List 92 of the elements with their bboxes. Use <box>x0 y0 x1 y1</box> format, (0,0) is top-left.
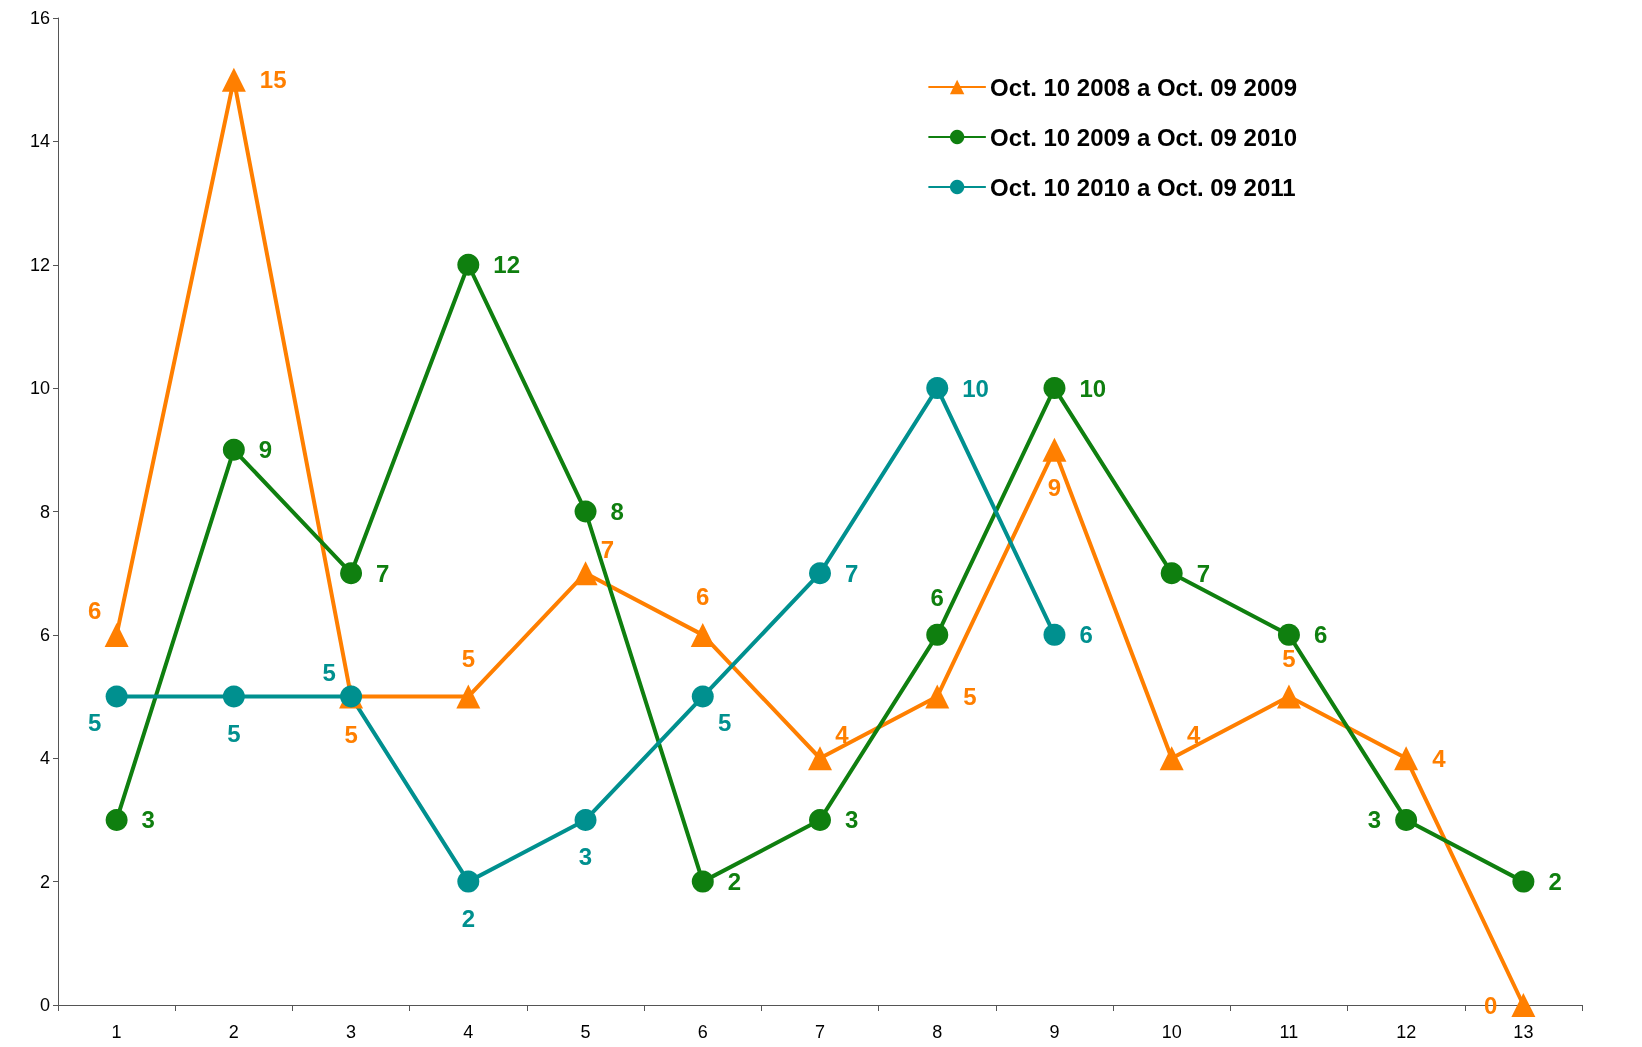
point <box>1159 746 1184 771</box>
point <box>926 623 949 646</box>
data-label: 10 <box>962 374 989 402</box>
point <box>573 561 598 586</box>
data-label: 7 <box>600 535 615 563</box>
point <box>222 685 245 708</box>
data-label: 3 <box>845 806 859 834</box>
data-label: 9 <box>1047 474 1062 502</box>
point <box>105 685 128 708</box>
data-label: 6 <box>87 597 102 625</box>
data-label: 3 <box>1367 806 1382 834</box>
x-tick-label: 3 <box>346 1022 357 1042</box>
x-tick-label: 7 <box>814 1022 826 1042</box>
data-label: 8 <box>610 498 624 525</box>
point <box>1043 377 1066 400</box>
data-label: 2 <box>461 905 475 933</box>
data-label: 3 <box>141 806 155 834</box>
point <box>808 746 832 771</box>
point <box>809 808 831 831</box>
y-tick-label: 0 <box>39 995 50 1015</box>
point <box>1043 623 1066 646</box>
point <box>690 622 715 647</box>
point <box>456 684 481 709</box>
data-label: 5 <box>963 683 977 711</box>
data-label: 5 <box>1282 645 1296 673</box>
point <box>221 67 246 92</box>
y-tick-label: 4 <box>39 748 50 769</box>
data-label: 9 <box>258 436 273 464</box>
point <box>1512 870 1535 893</box>
data-label: 6 <box>1079 621 1093 649</box>
x-tick-label: 13 <box>1513 1022 1534 1042</box>
point <box>1394 746 1419 771</box>
data-label: 6 <box>930 584 944 612</box>
data-label: 4 <box>1187 720 1202 748</box>
point <box>1277 623 1300 646</box>
x-tick-label: 5 <box>580 1022 591 1042</box>
point <box>691 685 714 708</box>
x-tick-label: 11 <box>1279 1022 1299 1042</box>
point <box>457 253 480 276</box>
data-label: 5 <box>344 721 358 749</box>
data-label: 2 <box>1548 868 1562 896</box>
point <box>809 562 831 585</box>
point <box>457 870 480 893</box>
y-tick-label: 12 <box>29 254 50 275</box>
point <box>340 562 363 585</box>
point <box>925 684 950 709</box>
point <box>222 438 245 461</box>
data-label: 5 <box>227 720 241 748</box>
point <box>691 870 714 893</box>
data-label: 12 <box>493 251 521 279</box>
data-label: 7 <box>376 559 390 587</box>
x-tick-label: 12 <box>1396 1022 1417 1042</box>
point <box>1042 437 1067 462</box>
legend-label: Oct. 10 2009 a Oct. 09 2010 <box>990 123 1298 151</box>
data-label: 15 <box>259 66 287 94</box>
data-label: 6 <box>1313 621 1328 649</box>
data-label: 10 <box>1079 374 1107 402</box>
point <box>574 500 597 523</box>
point <box>1395 808 1418 831</box>
data-label: 5 <box>461 645 475 673</box>
x-tick-label: 8 <box>932 1022 943 1042</box>
data-label: 7 <box>845 559 859 587</box>
point <box>104 622 129 647</box>
data-label: 6 <box>696 583 710 611</box>
point <box>926 377 949 400</box>
legend-label: Oct. 10 2008 a Oct. 09 2009 <box>990 73 1298 101</box>
y-tick-label: 2 <box>39 871 50 892</box>
data-label: 7 <box>1196 559 1211 587</box>
data-label: 3 <box>578 843 593 871</box>
x-tick-label: 6 <box>697 1022 708 1042</box>
point <box>1160 562 1183 585</box>
x-tick-label: 10 <box>1161 1022 1182 1042</box>
point <box>1511 993 1536 1017</box>
y-tick-label: 16 <box>29 8 50 28</box>
x-tick-label: 2 <box>228 1022 239 1042</box>
data-label: 5 <box>718 709 732 737</box>
y-tick-label: 10 <box>29 378 50 399</box>
data-label: 4 <box>835 720 850 748</box>
data-label: 2 <box>727 868 742 896</box>
point <box>574 808 597 831</box>
data-label: 4 <box>1432 744 1447 772</box>
point <box>1276 684 1301 709</box>
y-tick-label: 6 <box>39 624 50 645</box>
y-tick-label: 8 <box>39 501 50 522</box>
data-label: 5 <box>87 709 102 737</box>
point <box>105 808 128 831</box>
x-tick-label: 4 <box>463 1022 474 1042</box>
data-label: 5 <box>322 659 336 687</box>
y-tick-label: 14 <box>29 131 50 152</box>
x-tick-label: 9 <box>1049 1022 1060 1042</box>
x-tick-label: 1 <box>111 1022 122 1042</box>
legend-label: Oct. 10 2010 a Oct. 09 2011 <box>990 173 1296 201</box>
